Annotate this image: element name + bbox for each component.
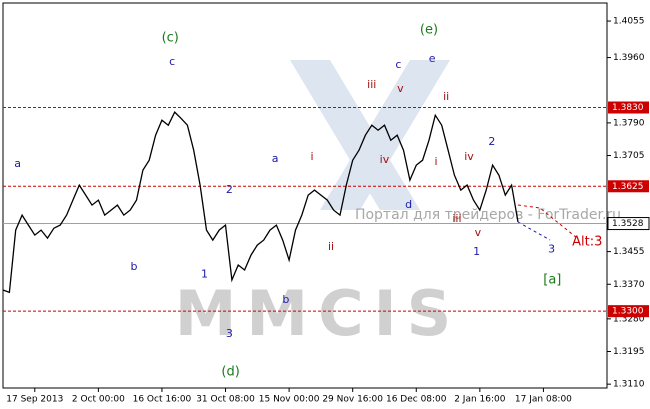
y-tick-label: 1.3370 [613,280,645,290]
wave-label: (d) [221,365,239,380]
y-tick-label: 1.3110 [613,380,645,390]
y-tick-label: 1.3790 [613,118,645,128]
wave-label: c [395,58,401,71]
wave-label: 1 [473,245,480,258]
last-price-box [607,217,650,231]
wave-label: b [130,260,137,273]
wave-label: a [14,157,21,170]
wave-label: iv [464,150,474,163]
wave-label: 2 [226,183,233,196]
x-tick-label: 2 Oct 00:00 [72,395,125,405]
y-tick-label: 1.3705 [613,151,645,161]
y-tick-label: 1.4055 [613,17,645,27]
level-box [608,180,649,193]
wave-label: ii [328,240,334,253]
watermark: Портал для трейдеров - ForTrader.ru [355,207,621,223]
wave-label: 2 [488,135,495,148]
wave-label: ii [443,90,449,103]
wave-label: d [405,198,412,211]
wave-label: i [310,150,313,163]
last-price-label: 1.3528 [612,219,644,229]
level-label: 1.3300 [612,307,644,317]
forecast [517,221,551,241]
wave-label: 3 [548,242,555,255]
level-label: 1.3830 [612,103,644,113]
wave-label: (e) [420,22,438,37]
logo-mark [290,60,450,210]
level-box [608,101,649,114]
wave-label: i [434,155,437,168]
wave-label: iii [452,212,461,225]
wave-label: [a] [543,273,561,288]
x-tick-label: 16 Dec 08:00 [386,395,447,405]
y-tick-label: 1.3455 [613,247,645,257]
wave-label: c [169,55,175,68]
x-tick-label: 29 Nov 16:00 [322,395,383,405]
y-tick-label: 1.3280 [613,314,645,324]
price-line [2,111,519,294]
level-label: 1.3625 [612,182,644,192]
wave-label: 1 [201,267,208,280]
x-tick-label: 16 Oct 16:00 [133,395,192,405]
level-box [608,305,649,318]
x-tick-label: 2 Jan 16:00 [454,395,506,405]
y-tick-label: 1.3960 [613,53,645,63]
y-tick-label: 1.3195 [613,347,645,357]
x-tick-label: 17 Sep 2013 [6,395,63,405]
x-tick-label: 17 Jan 08:00 [515,395,572,405]
wave-label: e [429,52,436,65]
x-tick-label: 31 Oct 08:00 [196,395,255,405]
wave-label: v [397,82,404,95]
wave-label: b [282,293,289,306]
wave-label: 3 [226,327,233,340]
wave-label: a [272,152,279,165]
wave-label: iv [380,153,390,166]
wave-label: v [475,226,482,239]
x-tick-label: 15 Nov 00:00 [259,395,320,405]
wave-label: iii [367,78,376,91]
logo-text: MMCIS [175,277,462,350]
wave-label: Alt:3 [572,234,602,249]
alt-forecast [517,204,578,239]
wave-label: (c) [162,30,179,45]
plot-frame [2,2,608,389]
